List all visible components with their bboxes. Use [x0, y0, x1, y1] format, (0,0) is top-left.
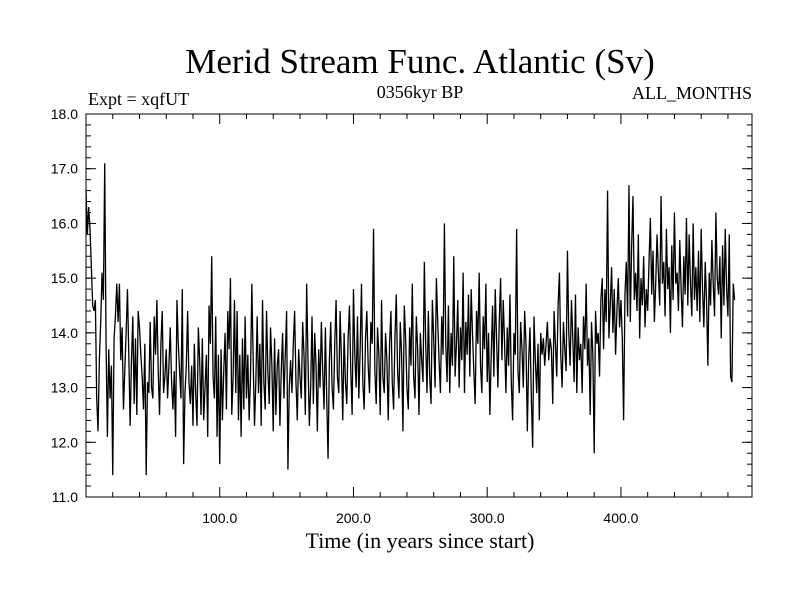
expt-label: Expt = xqfUT — [88, 89, 189, 109]
y-tick-label: 12.0 — [51, 434, 78, 450]
y-tick-label: 15.0 — [51, 270, 78, 286]
x-tick-label: 300.0 — [470, 510, 505, 526]
x-tick-label: 100.0 — [202, 510, 237, 526]
y-tick-label: 18.0 — [51, 106, 78, 122]
series-layer — [85, 163, 736, 476]
y-tick-label: 14.0 — [51, 325, 78, 341]
y-tick-label: 17.0 — [51, 161, 78, 177]
y-tick-label: 13.0 — [51, 380, 78, 396]
x-tick-label: 400.0 — [603, 510, 638, 526]
chart-subtitle: 0356kyr BP — [377, 82, 464, 102]
x-tick-label: 200.0 — [336, 510, 371, 526]
y-tick-label: 16.0 — [51, 215, 78, 231]
series-line-amoc — [85, 163, 736, 476]
y-tick-label: 11.0 — [52, 489, 78, 505]
axes — [85, 113, 753, 498]
x-axis-label: Time (in years since start) — [306, 528, 535, 553]
tick-labels: 11.0 12.0 13.0 14.0 15.0 16.0 17.0 18.0 100.0 200… — [51, 106, 639, 526]
plot-frame — [85, 113, 753, 498]
chart-title: Merid Stream Func. Atlantic (Sv) — [185, 42, 655, 81]
period-label: ALL_MONTHS — [632, 83, 752, 103]
